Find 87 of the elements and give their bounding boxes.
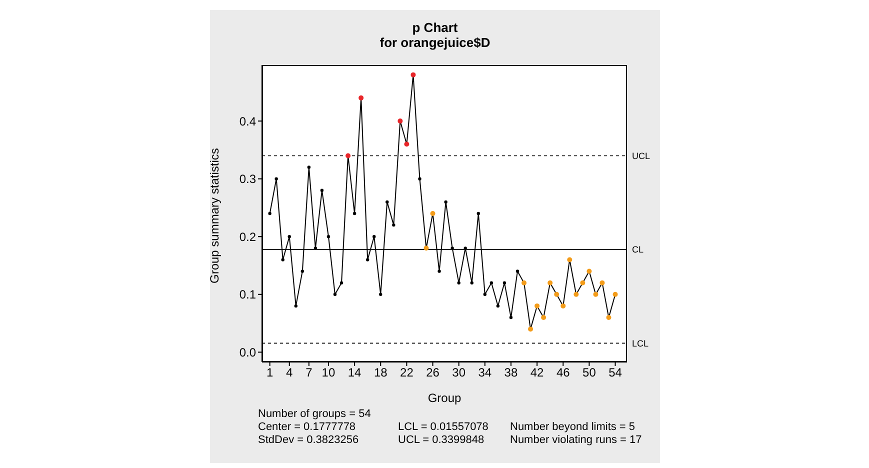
point xyxy=(600,280,605,286)
point xyxy=(606,315,612,320)
x-tick-label: 14 xyxy=(348,366,362,380)
point xyxy=(430,211,436,216)
point xyxy=(548,280,553,286)
point xyxy=(358,95,364,100)
point xyxy=(366,258,370,262)
point xyxy=(288,235,291,238)
point xyxy=(307,166,311,169)
chart-subtitle: for orangejuice$D xyxy=(378,35,492,50)
text: StdDev = 0.3823256 xyxy=(258,434,359,446)
point xyxy=(314,246,318,250)
text: Number beyond limits = 5 xyxy=(510,421,636,433)
x-tick-label: 7 xyxy=(306,366,313,380)
x-tick-label: 26 xyxy=(426,366,440,380)
point xyxy=(352,212,356,216)
point xyxy=(326,235,330,238)
point xyxy=(567,257,572,262)
x-tick-label: 22 xyxy=(400,366,414,380)
x-tick-label: 1 xyxy=(266,366,274,380)
point xyxy=(410,72,416,78)
x-tick-label: 38 xyxy=(504,366,518,380)
point xyxy=(522,280,527,286)
point xyxy=(612,292,618,297)
y-tick-label: 0.4 xyxy=(239,114,256,128)
point xyxy=(502,281,506,284)
point xyxy=(457,281,460,284)
x-tick-label: 30 xyxy=(452,366,466,380)
point xyxy=(574,292,579,297)
x-tick-label: 18 xyxy=(374,366,388,380)
x-axis-title: Group xyxy=(428,391,462,405)
point xyxy=(346,153,351,158)
point xyxy=(418,177,422,180)
y-axis-title: Group summary statistics xyxy=(207,148,222,284)
point xyxy=(541,315,546,320)
y-tick-label: 0.2 xyxy=(239,230,256,244)
point xyxy=(490,281,494,284)
point xyxy=(483,292,487,296)
ref-line-label: UCL xyxy=(632,150,650,161)
point xyxy=(554,292,560,297)
point xyxy=(294,304,298,308)
point xyxy=(379,292,382,296)
point xyxy=(528,326,534,332)
point xyxy=(392,223,396,227)
y-tick-label: 0.1 xyxy=(239,288,256,302)
point xyxy=(516,270,520,273)
point xyxy=(372,235,376,238)
x-tick-label: 54 xyxy=(608,366,622,380)
point xyxy=(333,292,337,296)
x-tick-label: 10 xyxy=(322,366,336,380)
point xyxy=(268,212,272,216)
point xyxy=(281,258,284,262)
text: Number of groups = 54 xyxy=(258,408,371,420)
point xyxy=(444,200,448,204)
ref-line-label: LCL xyxy=(632,338,649,348)
point xyxy=(593,292,598,297)
point xyxy=(398,118,403,124)
text: Center = 0.1777778 xyxy=(258,421,356,433)
point xyxy=(386,200,389,204)
x-tick-label: 46 xyxy=(556,366,570,380)
point xyxy=(300,270,304,273)
point xyxy=(534,303,540,308)
point xyxy=(496,304,500,308)
point xyxy=(509,316,513,320)
point xyxy=(274,177,278,180)
y-tick-label: 0.0 xyxy=(239,345,256,360)
point xyxy=(470,281,474,284)
point xyxy=(404,142,410,147)
point xyxy=(424,246,429,251)
point xyxy=(560,303,566,308)
point xyxy=(476,212,480,216)
point xyxy=(450,246,454,250)
point xyxy=(320,188,324,192)
x-tick-label: 50 xyxy=(582,366,596,380)
x-tick-label: 34 xyxy=(478,366,492,380)
point xyxy=(340,281,344,284)
x-tick-label: 4 xyxy=(286,366,294,380)
chart-title: p Chart xyxy=(411,20,459,35)
x-tick-label: 42 xyxy=(530,366,544,380)
y-tick-label: 0.3 xyxy=(239,172,256,186)
point xyxy=(438,270,441,273)
text: UCL = 0.3399848 xyxy=(398,434,484,446)
point xyxy=(586,268,592,274)
text: LCL = 0.01557078 xyxy=(398,421,488,433)
text: Number violating runs = 17 xyxy=(510,434,642,446)
ref-line-label: CL xyxy=(632,244,644,255)
point xyxy=(580,280,586,286)
